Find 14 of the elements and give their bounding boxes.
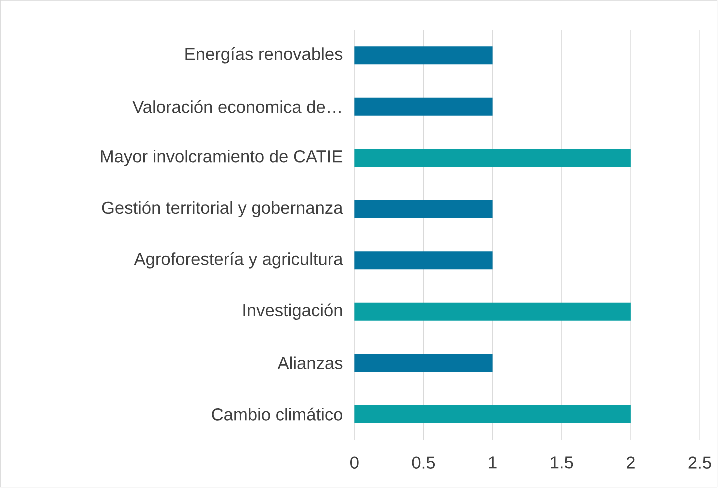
y-tick-label: Energías renovables bbox=[186, 47, 343, 64]
x-tick-label: 0.5 bbox=[412, 456, 436, 469]
y-tick-label: Mayor involcramiento de CATIE bbox=[101, 150, 343, 166]
y-tick-label: Cambio climático bbox=[212, 408, 343, 421]
x-tick-label: 2 bbox=[626, 456, 635, 469]
y-tick-label: Valoración economica de… bbox=[132, 100, 341, 114]
x-tick-label: 2.5 bbox=[688, 456, 712, 469]
y-tick-label: Investigación bbox=[244, 304, 342, 320]
y-tick-label: Gestión territorial y gobernanza bbox=[102, 201, 344, 218]
y-tick-label: Agroforestería y agricultura bbox=[134, 252, 344, 269]
x-tick-label: 1 bbox=[489, 456, 497, 469]
y-tick-label: Alianzas bbox=[278, 356, 343, 370]
x-tick-label: 0 bbox=[350, 456, 359, 469]
x-tick-label: 1.5 bbox=[551, 456, 574, 469]
